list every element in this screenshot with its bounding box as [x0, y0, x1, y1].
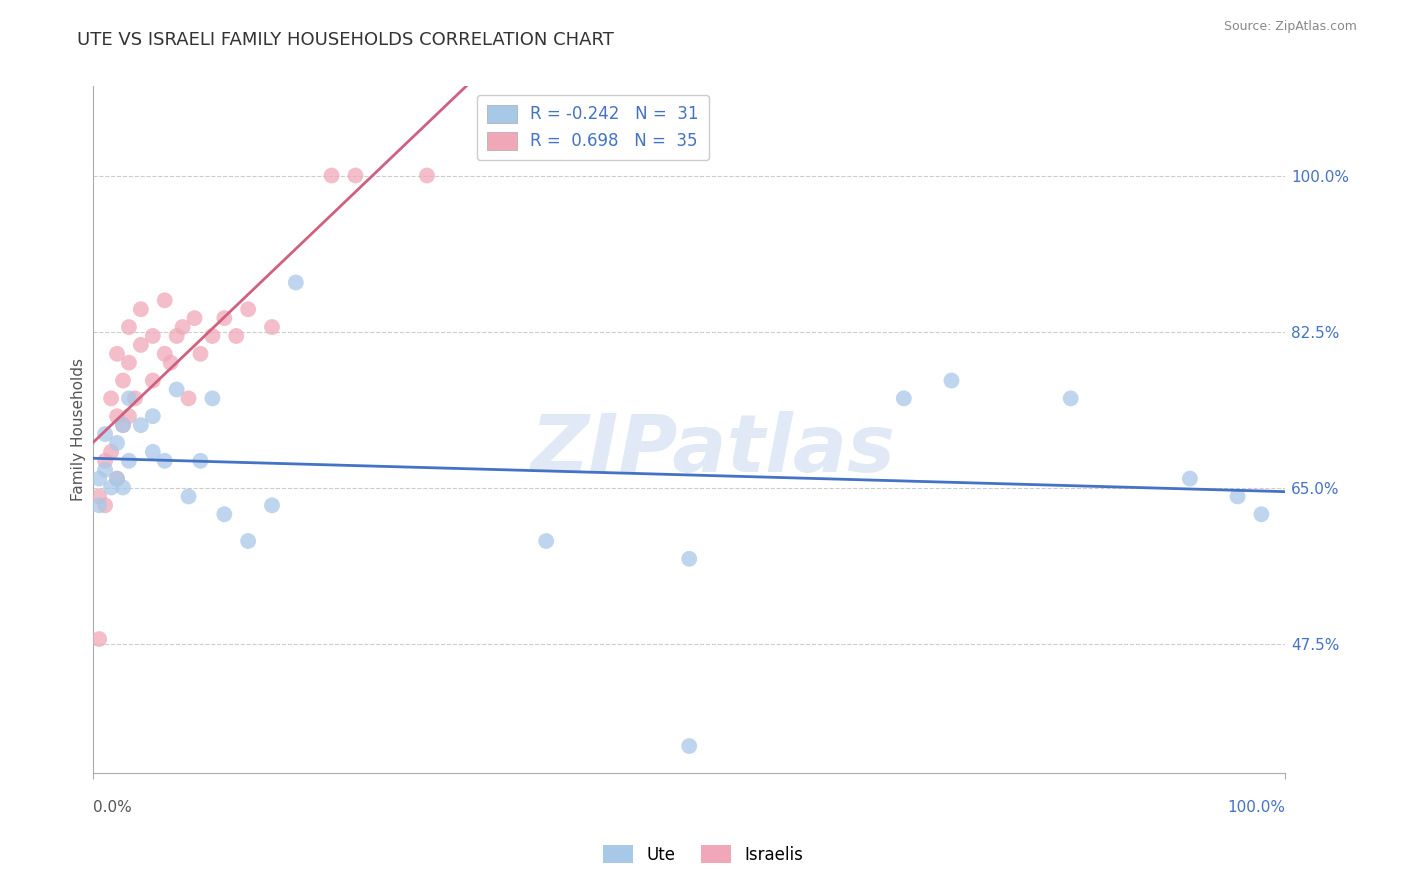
Point: [260, 499, 283, 513]
Text: ZIPatlas: ZIPatlas: [530, 411, 896, 489]
Point: [105, 472, 128, 486]
Point: [111, 481, 134, 495]
Point: [153, 293, 176, 308]
Point: [111, 418, 134, 433]
Point: [236, 534, 259, 549]
Point: [166, 383, 188, 397]
Point: [118, 356, 141, 370]
Point: [118, 409, 141, 424]
Point: [284, 276, 307, 290]
Point: [111, 374, 134, 388]
Point: [177, 490, 200, 504]
Point: [225, 329, 247, 343]
Point: [105, 436, 128, 450]
Point: [142, 329, 165, 343]
Point: [142, 374, 165, 388]
Point: [534, 534, 557, 549]
Point: [190, 454, 212, 468]
Point: [100, 481, 122, 495]
Point: [111, 418, 134, 433]
Point: [89, 472, 111, 486]
Point: [89, 490, 111, 504]
Legend: Ute, Israelis: Ute, Israelis: [596, 838, 810, 871]
Point: [678, 739, 700, 753]
Point: [1226, 490, 1249, 504]
Point: [1060, 392, 1083, 406]
Point: [118, 454, 141, 468]
Text: UTE VS ISRAELI FAMILY HOUSEHOLDS CORRELATION CHART: UTE VS ISRAELI FAMILY HOUSEHOLDS CORRELA…: [77, 31, 614, 49]
Point: [321, 169, 343, 183]
Text: 0.0%: 0.0%: [93, 799, 132, 814]
Point: [893, 392, 915, 406]
Point: [142, 445, 165, 459]
Point: [941, 374, 963, 388]
Point: [105, 347, 128, 361]
Point: [129, 302, 152, 317]
Point: [172, 320, 194, 334]
Point: [118, 320, 141, 334]
Point: [183, 311, 205, 326]
Point: [89, 499, 111, 513]
Point: [177, 392, 200, 406]
Point: [190, 347, 212, 361]
Point: [89, 632, 111, 646]
Point: [1178, 472, 1201, 486]
Point: [416, 169, 439, 183]
Point: [214, 311, 236, 326]
Legend: R = -0.242   N =  31, R =  0.698   N =  35: R = -0.242 N = 31, R = 0.698 N = 35: [477, 95, 709, 161]
Point: [260, 320, 283, 334]
Point: [159, 356, 181, 370]
Point: [142, 409, 165, 424]
Point: [214, 508, 236, 522]
Point: [129, 338, 152, 352]
Point: [201, 329, 224, 343]
Point: [1250, 508, 1272, 522]
Point: [236, 302, 259, 317]
Point: [153, 347, 176, 361]
Point: [118, 392, 141, 406]
Point: [129, 418, 152, 433]
Point: [344, 169, 367, 183]
Point: [124, 392, 146, 406]
Point: [678, 552, 700, 566]
Point: [100, 445, 122, 459]
Point: [166, 329, 188, 343]
Text: Source: ZipAtlas.com: Source: ZipAtlas.com: [1223, 20, 1357, 33]
Y-axis label: Family Households: Family Households: [72, 358, 86, 501]
Point: [94, 427, 117, 442]
Point: [94, 499, 117, 513]
Text: 100.0%: 100.0%: [1227, 799, 1285, 814]
Point: [105, 472, 128, 486]
Point: [153, 454, 176, 468]
Point: [100, 392, 122, 406]
Point: [94, 463, 117, 477]
Point: [94, 454, 117, 468]
Point: [201, 392, 224, 406]
Point: [105, 409, 128, 424]
